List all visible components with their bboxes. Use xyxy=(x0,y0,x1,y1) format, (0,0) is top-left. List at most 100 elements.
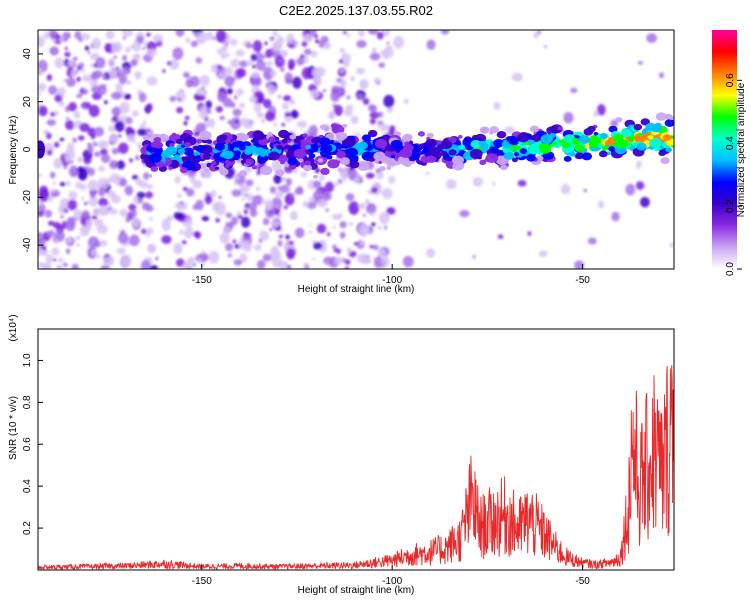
heatmap-cell xyxy=(230,58,240,68)
heatmap-cell xyxy=(479,159,487,166)
heatmap-cell xyxy=(38,203,46,213)
heatmap-cell xyxy=(587,237,597,245)
heatmap-cell xyxy=(506,151,511,155)
heatmap-cell xyxy=(147,131,153,136)
spectrogram-panel: -150 -100 -50 -40 -20 0 20 40 Height of straig… xyxy=(8,29,675,295)
heatmap-cell xyxy=(647,134,654,140)
heatmap-cell xyxy=(309,89,320,98)
heatmap-cell xyxy=(65,219,76,232)
heatmap-cell xyxy=(214,201,226,216)
heatmap-cell xyxy=(218,73,225,78)
heatmap-cell xyxy=(256,133,266,141)
heatmap-cell xyxy=(109,160,118,170)
heatmap-cell xyxy=(319,137,331,146)
heatmap-cell xyxy=(369,244,374,249)
heatmap-cell xyxy=(283,205,288,210)
heatmap-cell xyxy=(365,203,377,214)
heatmap-cell xyxy=(560,183,571,195)
heatmap-cell xyxy=(376,31,384,40)
heatmap-cell xyxy=(325,208,329,212)
heatmap-cell xyxy=(89,248,97,257)
heatmap-cell xyxy=(88,196,99,207)
heatmap-cell xyxy=(185,78,194,88)
heatmap-cell xyxy=(501,141,510,148)
heatmap-cell xyxy=(134,70,142,80)
heatmap-cell xyxy=(273,122,278,127)
heatmap-cell xyxy=(346,247,352,254)
heatmap-cell xyxy=(52,238,59,243)
heatmap-cell xyxy=(370,104,378,112)
heatmap-cell xyxy=(425,171,430,176)
heatmap-cell xyxy=(194,231,202,239)
heatmap-cell xyxy=(272,40,283,52)
heatmap-cell xyxy=(383,94,395,108)
heatmap-cell xyxy=(502,148,509,154)
heatmap-cell xyxy=(112,178,117,183)
heatmap-cell xyxy=(297,158,304,163)
heatmap-cell xyxy=(46,254,54,263)
heatmap-cell xyxy=(76,243,81,247)
heatmap-cell xyxy=(349,160,360,169)
heatmap-cell xyxy=(527,139,535,145)
heatmap-cell xyxy=(270,70,277,77)
heatmap-cell xyxy=(146,48,158,58)
heatmap-cell xyxy=(533,31,539,39)
heatmap-ridge xyxy=(38,112,674,179)
heatmap-cell xyxy=(348,222,354,226)
heatmap-cell xyxy=(269,228,273,231)
heatmap-cell xyxy=(658,150,666,157)
heatmap-cell xyxy=(538,142,551,152)
heatmap-cell xyxy=(207,118,216,128)
heatmap-cell xyxy=(116,44,122,51)
heatmap-cell xyxy=(98,165,106,172)
heatmap-cell xyxy=(224,164,230,169)
heatmap-cell xyxy=(261,118,266,124)
heatmap-cell xyxy=(339,221,347,229)
heatmap-cell xyxy=(288,240,294,246)
heatmap-cell xyxy=(99,239,108,247)
heatmap-cell xyxy=(212,37,216,40)
heatmap-cell xyxy=(136,191,146,199)
heatmap-cell xyxy=(246,193,254,202)
heatmap-cell xyxy=(310,50,318,58)
heatmap-cell xyxy=(278,95,282,99)
snr-x-axis-label: Height of straight line (km) xyxy=(298,585,415,596)
heatmap-cell xyxy=(215,217,221,223)
heatmap-cell xyxy=(58,37,65,42)
heatmap-cell xyxy=(128,203,137,211)
spectrogram-y-ticks: -40 -20 0 20 40 xyxy=(22,48,43,252)
heatmap-cell xyxy=(286,140,291,144)
heatmap-cell xyxy=(269,210,273,214)
heatmap-cell xyxy=(633,133,647,143)
heatmap-cell xyxy=(94,151,101,157)
heatmap-cell xyxy=(187,226,193,232)
heatmap-cell xyxy=(655,112,667,121)
colorbar: 0.0 0.2 0.4 0.6 Normalized spectral amplitu… xyxy=(712,30,747,276)
heatmap-cell xyxy=(263,66,274,81)
heatmap-cell xyxy=(103,70,107,73)
heatmap-cell xyxy=(109,59,116,65)
heatmap-cell xyxy=(182,260,193,269)
heatmap-cell xyxy=(285,234,290,240)
heatmap-cell xyxy=(380,255,390,267)
heatmap-cell xyxy=(137,142,143,149)
heatmap-cell xyxy=(369,212,375,217)
heatmap-cell xyxy=(233,181,238,185)
heatmap-cell xyxy=(115,82,123,92)
heatmap-cell xyxy=(276,144,283,150)
heatmap-cell xyxy=(327,159,340,169)
heatmap-cell xyxy=(195,155,201,160)
heatmap-cell xyxy=(75,181,82,189)
heatmap-cell xyxy=(290,193,295,198)
heatmap-cell xyxy=(256,112,264,119)
heatmap-cell xyxy=(130,45,134,50)
heatmap-cell xyxy=(209,165,218,172)
heatmap-cell xyxy=(193,166,199,171)
heatmap-cell xyxy=(369,111,380,119)
heatmap-cell xyxy=(286,248,296,260)
heatmap-cell xyxy=(77,135,85,141)
heatmap-cell xyxy=(350,115,359,125)
heatmap-cell xyxy=(557,126,563,131)
heatmap-cell xyxy=(597,104,606,116)
heatmap-cell xyxy=(260,167,271,175)
